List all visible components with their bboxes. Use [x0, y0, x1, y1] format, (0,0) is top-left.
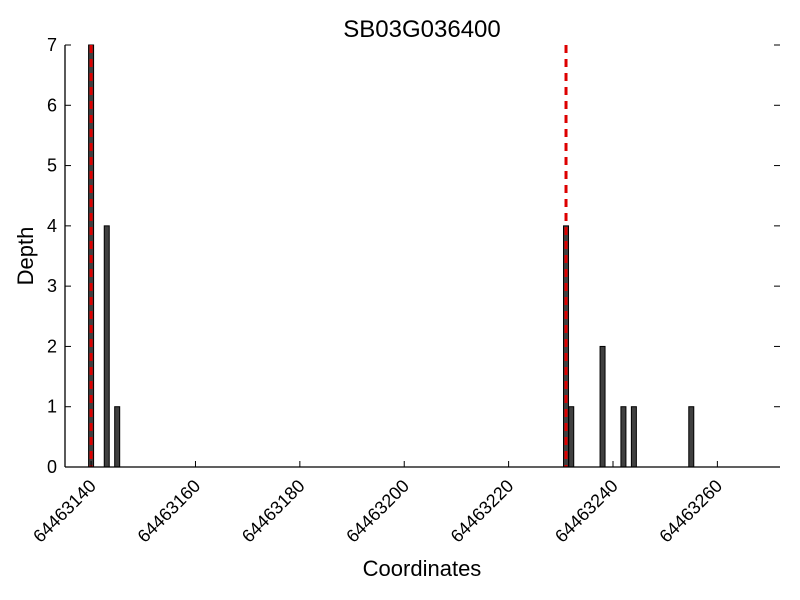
- x-tick-label: 64463220: [447, 476, 518, 547]
- x-axis-label: Coordinates: [363, 556, 482, 581]
- y-tick-label: 4: [47, 216, 57, 236]
- x-tick-label: 64463160: [134, 476, 205, 547]
- bar: [114, 406, 121, 468]
- bars: [88, 44, 695, 468]
- y-tick-label: 3: [47, 276, 57, 296]
- y-tick-label: 2: [47, 336, 57, 356]
- position-markers: [89, 45, 568, 467]
- y-tick-label: 6: [47, 95, 57, 115]
- bar: [568, 406, 575, 468]
- bar: [630, 406, 637, 468]
- bar: [599, 345, 606, 468]
- y-tick-label: 0: [47, 457, 57, 477]
- bar: [620, 406, 627, 468]
- axes: [64, 45, 780, 468]
- y-tick-label: 5: [47, 156, 57, 176]
- x-ticks: 64463140 64463160 64463180 64463200 64463220…: [29, 461, 726, 546]
- x-tick-label: 64463240: [551, 476, 622, 547]
- chart-title: SB03G036400: [343, 16, 500, 43]
- bar: [103, 225, 110, 468]
- y-axis-label: Depth: [13, 227, 38, 286]
- x-tick-label: 64463180: [238, 476, 309, 547]
- y-tick-label: 7: [47, 35, 57, 55]
- y-tick-label: 1: [47, 397, 57, 417]
- x-tick-label: 64463260: [655, 476, 726, 547]
- x-tick-label: 64463140: [29, 476, 100, 547]
- x-tick-label: 64463200: [342, 476, 413, 547]
- y-ticks: 0 1 2 3 4 5 6 7: [47, 35, 780, 477]
- bar: [688, 406, 695, 468]
